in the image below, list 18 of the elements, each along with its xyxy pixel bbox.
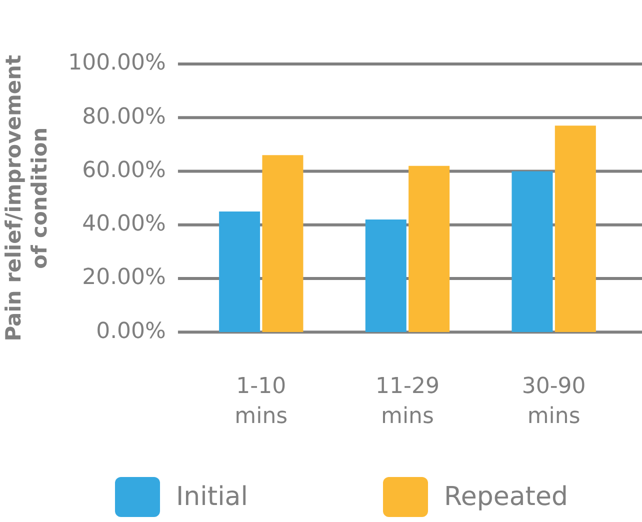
bar bbox=[512, 171, 553, 332]
y-tick-label: 40.00% bbox=[82, 212, 166, 237]
y-tick-label: 80.00% bbox=[82, 104, 166, 130]
bar bbox=[554, 126, 596, 332]
bar bbox=[219, 211, 260, 332]
x-tick-label: 1-10 mins bbox=[234, 374, 288, 429]
x-tick-label: 30-90 mins bbox=[522, 374, 586, 429]
bar bbox=[408, 166, 450, 332]
y-tick-label: 100.00% bbox=[68, 50, 166, 76]
y-tick-label: 0.00% bbox=[96, 318, 166, 344]
legend-label: Repeated bbox=[444, 482, 568, 512]
bar bbox=[365, 220, 406, 332]
legend-label: Initial bbox=[176, 482, 248, 512]
y-tick-label: 60.00% bbox=[82, 158, 166, 183]
x-tick-label: 11-29 mins bbox=[376, 374, 440, 429]
y-tick-label: 20.00% bbox=[82, 265, 166, 290]
y-axis-title: Pain relief/improvement of condition bbox=[1, 54, 52, 342]
bar bbox=[262, 155, 304, 332]
